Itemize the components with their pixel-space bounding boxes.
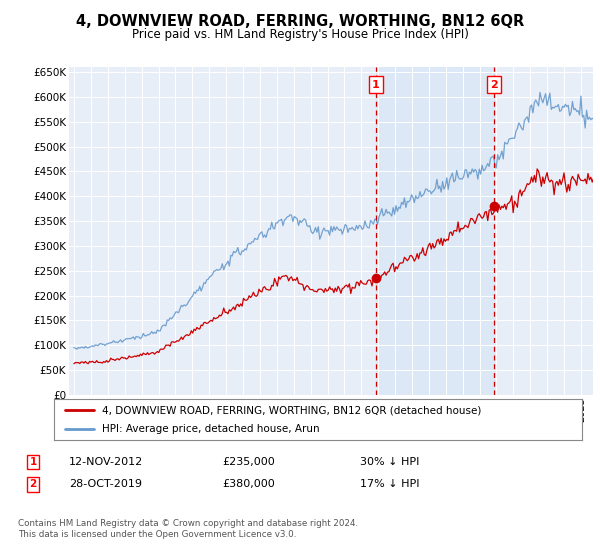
Text: £380,000: £380,000 xyxy=(222,479,275,489)
Text: £235,000: £235,000 xyxy=(222,457,275,467)
Text: 2: 2 xyxy=(29,479,37,489)
Text: 1: 1 xyxy=(372,80,380,90)
Text: HPI: Average price, detached house, Arun: HPI: Average price, detached house, Arun xyxy=(101,424,319,433)
Text: 17% ↓ HPI: 17% ↓ HPI xyxy=(360,479,419,489)
Text: 4, DOWNVIEW ROAD, FERRING, WORTHING, BN12 6QR (detached house): 4, DOWNVIEW ROAD, FERRING, WORTHING, BN1… xyxy=(101,405,481,415)
Text: 1: 1 xyxy=(29,457,37,467)
Text: Contains HM Land Registry data © Crown copyright and database right 2024.
This d: Contains HM Land Registry data © Crown c… xyxy=(18,520,358,539)
Text: 30% ↓ HPI: 30% ↓ HPI xyxy=(360,457,419,467)
Bar xyxy=(376,67,494,395)
Text: Price paid vs. HM Land Registry's House Price Index (HPI): Price paid vs. HM Land Registry's House … xyxy=(131,28,469,41)
Text: 12-NOV-2012: 12-NOV-2012 xyxy=(69,457,143,467)
Text: 2: 2 xyxy=(490,80,497,90)
Text: 4, DOWNVIEW ROAD, FERRING, WORTHING, BN12 6QR: 4, DOWNVIEW ROAD, FERRING, WORTHING, BN1… xyxy=(76,14,524,29)
Text: 28-OCT-2019: 28-OCT-2019 xyxy=(69,479,142,489)
